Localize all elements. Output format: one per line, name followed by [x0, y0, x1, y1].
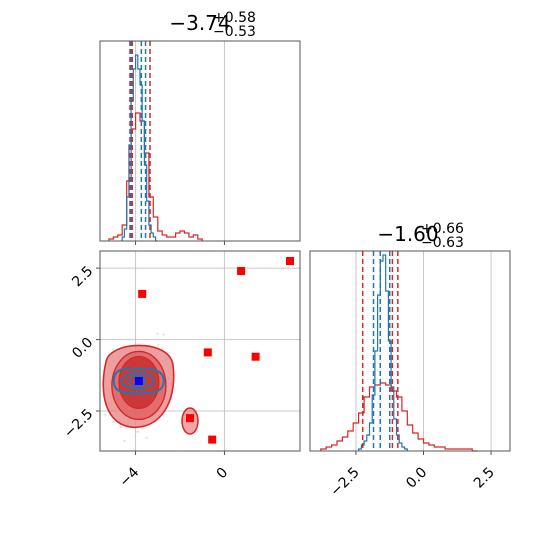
sample-point — [162, 333, 165, 336]
sample-point — [134, 434, 137, 437]
red-square-marker-1 — [237, 267, 246, 275]
red-square-marker-2 — [286, 257, 294, 265]
axes-frame-hist1 — [99, 40, 301, 242]
x-tick-label-scatter-0: −4 — [116, 464, 142, 490]
sample-point — [112, 348, 115, 351]
histogram-red-param1 — [108, 112, 203, 241]
title-param2-minus: −0.63 — [421, 235, 464, 251]
sample-point — [112, 420, 115, 424]
histogram-red-param2 — [320, 382, 478, 452]
sample-point — [136, 430, 139, 433]
scatter-axes-group: −4 0 2.5 0.0 −2.5 — [61, 250, 301, 490]
red-square-marker-0 — [138, 289, 147, 298]
title-param2-plus: +0.66 — [421, 221, 464, 237]
scatter-density-panel — [100, 251, 300, 451]
y-tick-label-scatter-2: −2.5 — [61, 406, 96, 441]
sample-point — [156, 332, 159, 335]
x-tick-label-hist2-0: −2.5 — [327, 465, 362, 500]
y-tick-label-scatter-1: 0.0 — [69, 335, 96, 362]
histogram-panel-param2: −2.5 0.0 2.5 — [309, 250, 511, 500]
title-param1-plus: +0.58 — [213, 10, 256, 26]
density-contour-blue-outer — [112, 367, 165, 395]
histogram-panel-param1 — [99, 40, 301, 245]
density-contour-blue-mid — [120, 372, 155, 390]
blue-square-marker — [134, 377, 143, 385]
sample-point — [123, 439, 126, 443]
title-param1: −3.74 — [169, 11, 230, 35]
sample-point — [104, 413, 107, 416]
title-param2-value: −1.60 — [377, 222, 438, 246]
histogram-blue-param2 — [358, 254, 408, 451]
red-square-marker-3 — [203, 348, 212, 357]
density-contour-blue-inner — [128, 375, 147, 387]
sample-point — [141, 427, 144, 430]
title-param1-value: −3.74 — [169, 11, 230, 35]
x-tick-label-hist2-1: 0.0 — [403, 465, 430, 492]
sample-point — [118, 424, 122, 427]
sample-point — [157, 344, 160, 347]
axes-frame-scatter — [99, 250, 301, 452]
axes-frame-hist2 — [309, 250, 511, 452]
title-param2: −1.60 — [377, 222, 438, 246]
y-tick-label-scatter-0: 2.5 — [69, 263, 96, 290]
red-square-marker-5 — [186, 414, 194, 423]
x-tick-label-hist2-2: 2.5 — [471, 465, 498, 492]
sample-point — [145, 436, 148, 440]
sample-point — [119, 426, 123, 429]
red-square-marker-4 — [251, 352, 260, 361]
title-param1-minus: −0.53 — [213, 24, 256, 40]
sample-point — [161, 347, 164, 350]
x-tick-label-scatter-1: 0 — [214, 465, 232, 483]
red-square-marker-6 — [208, 435, 217, 444]
histogram-blue-param1 — [121, 54, 158, 242]
